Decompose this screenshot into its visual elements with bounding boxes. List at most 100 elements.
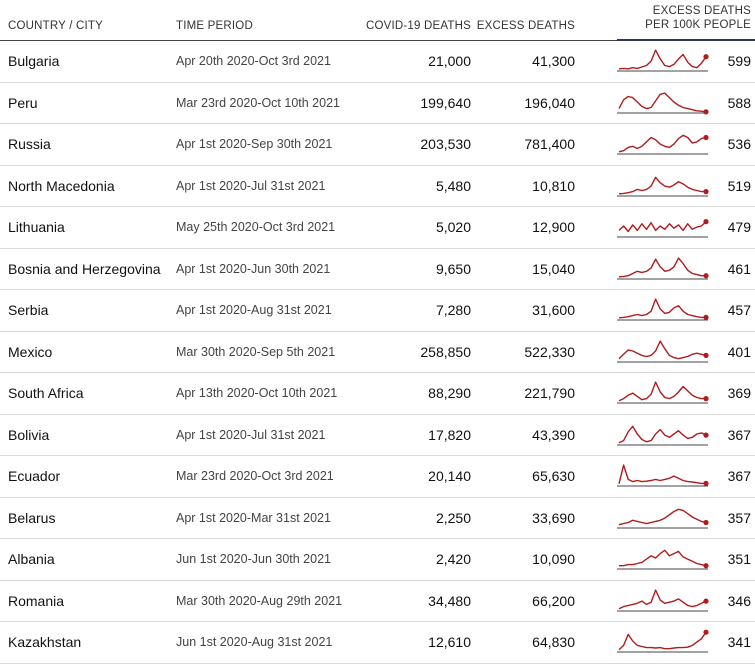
time-period: Apr 1st 2020-Jul 31st 2021 xyxy=(176,427,326,442)
time-period: Mar 23rd 2020-Oct 10th 2021 xyxy=(176,95,340,110)
sparkline-endpoint xyxy=(703,563,709,569)
sparkline-endpoint xyxy=(703,314,709,320)
sparkline-series xyxy=(618,91,707,113)
trend-sparkline xyxy=(617,298,709,321)
excess-deaths: 41,300 xyxy=(532,53,575,70)
sparkline-endpoint xyxy=(703,396,709,402)
sparkline-endpoint xyxy=(703,432,709,438)
excess-deaths: 33,690 xyxy=(532,509,575,526)
time-period: Mar 30th 2020-Aug 29th 2021 xyxy=(176,593,343,608)
header-divider xyxy=(0,40,755,41)
header-rate-line1: EXCESS DEATHS xyxy=(652,5,751,17)
header-rate-line2: PER 100K PEOPLE xyxy=(645,19,751,31)
sparkline-endpoint xyxy=(703,598,709,604)
excess-per-100k: 341 xyxy=(727,634,751,651)
header-covid-deaths[interactable]: COVID-19 DEATHS xyxy=(365,20,471,32)
excess-per-100k: 461 xyxy=(727,260,751,277)
sparkline-series xyxy=(618,49,707,70)
covid-deaths: 20,140 xyxy=(428,468,471,485)
country-name: Mexico xyxy=(8,343,53,360)
sparkline-endpoint xyxy=(703,272,709,278)
excess-per-100k: 346 xyxy=(727,592,751,609)
time-period: Apr 1st 2020-Sep 30th 2021 xyxy=(176,137,333,152)
trend-sparkline xyxy=(617,508,709,528)
covid-deaths: 5,480 xyxy=(435,177,471,194)
excess-per-100k: 479 xyxy=(727,219,751,236)
sparkline-endpoint xyxy=(703,54,709,60)
excess-per-100k: 401 xyxy=(727,343,751,360)
sparkline-series xyxy=(618,298,706,319)
sparkline-endpoint xyxy=(703,352,709,358)
table-header: COUNTRY / CITY TIME PERIOD COVID-19 DEAT… xyxy=(0,0,755,41)
covid-deaths: 258,850 xyxy=(420,343,471,360)
excess-deaths: 65,630 xyxy=(532,468,575,485)
sparkline-series xyxy=(618,176,706,194)
covid-deaths: 2,250 xyxy=(435,509,471,526)
excess-deaths: 43,390 xyxy=(532,426,575,443)
excess-per-100k: 367 xyxy=(727,426,751,443)
excess-deaths: 781,400 xyxy=(524,136,575,153)
time-period: Apr 1st 2020-Aug 31st 2021 xyxy=(176,303,332,318)
table-row: Albania Jun 1st 2020-Jun 30th 2021 2,420 10… xyxy=(0,539,755,581)
sparkline-endpoint xyxy=(703,519,709,525)
covid-deaths: 203,530 xyxy=(420,136,471,153)
excess-per-100k: 519 xyxy=(727,177,751,194)
covid-deaths: 5,020 xyxy=(435,219,471,236)
sparkline-series xyxy=(618,381,706,402)
trend-sparkline xyxy=(617,176,709,196)
table-row: Peru Mar 23rd 2020-Oct 10th 2021 199,640 19… xyxy=(0,83,755,124)
table-row: Belarus Apr 1st 2020-Mar 31st 2021 2,250 33… xyxy=(0,498,755,539)
excess-per-100k: 599 xyxy=(727,53,751,70)
header-excess-per-100k[interactable]: EXCESS DEATHS PER 100K PEOPLE xyxy=(611,4,751,32)
sparkline-series xyxy=(618,221,707,233)
country-name: Ecuador xyxy=(8,468,61,485)
time-period: Mar 23rd 2020-Oct 3rd 2021 xyxy=(176,469,334,484)
country-name: Romania xyxy=(8,592,65,609)
trend-sparkline xyxy=(617,464,709,487)
header-time-period[interactable]: TIME PERIOD xyxy=(176,20,253,32)
excess-deaths: 15,040 xyxy=(532,260,575,277)
excess-deaths: 31,600 xyxy=(532,302,575,319)
country-name: Russia xyxy=(8,136,51,153)
trend-sparkline xyxy=(617,588,709,611)
excess-per-100k: 351 xyxy=(727,551,751,568)
country-name: Albania xyxy=(8,551,55,568)
covid-deaths: 199,640 xyxy=(420,94,471,111)
sparkline-series xyxy=(619,549,707,567)
excess-deaths: 64,830 xyxy=(532,634,575,651)
trend-sparkline xyxy=(617,339,709,362)
country-name: Lithuania xyxy=(8,219,65,236)
excess-per-100k: 357 xyxy=(727,509,751,526)
country-name: Belarus xyxy=(8,509,56,526)
header-excess-deaths[interactable]: EXCESS DEATHS xyxy=(476,20,575,32)
country-name: North Macedonia xyxy=(8,177,115,194)
sparkline-series xyxy=(618,256,706,277)
table-row: North Macedonia Apr 1st 2020-Jul 31st 202… xyxy=(0,166,755,207)
excess-per-100k: 369 xyxy=(727,385,751,402)
country-name: Peru xyxy=(8,94,38,111)
trend-sparkline xyxy=(617,256,709,279)
table-row: Bosnia and Herzegovina Apr 1st 2020-Jun 3… xyxy=(0,249,755,290)
trend-sparkline xyxy=(617,549,709,570)
excess-deaths: 66,200 xyxy=(532,592,575,609)
excess-deaths: 10,810 xyxy=(532,177,575,194)
country-name: Bulgaria xyxy=(8,53,60,70)
excess-per-100k: 588 xyxy=(727,94,751,111)
sparkline-endpoint xyxy=(703,108,709,114)
time-period: Jun 1st 2020-Aug 31st 2021 xyxy=(176,635,333,650)
covid-deaths: 7,280 xyxy=(435,302,471,319)
trend-sparkline xyxy=(617,425,709,445)
trend-sparkline xyxy=(617,629,709,653)
header-country[interactable]: COUNTRY / CITY xyxy=(8,20,104,32)
sparkline-endpoint xyxy=(703,188,709,194)
country-name: Bolivia xyxy=(8,426,50,443)
covid-deaths: 17,820 xyxy=(428,426,471,443)
sparkline-endpoint xyxy=(703,134,709,141)
country-name: Serbia xyxy=(8,302,49,319)
excess-deaths: 221,790 xyxy=(524,385,575,402)
header-sort-indicator xyxy=(617,39,755,41)
table-row: Romania Mar 30th 2020-Aug 29th 2021 34,480… xyxy=(0,581,755,622)
time-period: Apr 1st 2020-Jun 30th 2021 xyxy=(176,261,331,276)
table-row: South Africa Apr 13th 2020-Oct 10th 2021 8… xyxy=(0,373,755,415)
